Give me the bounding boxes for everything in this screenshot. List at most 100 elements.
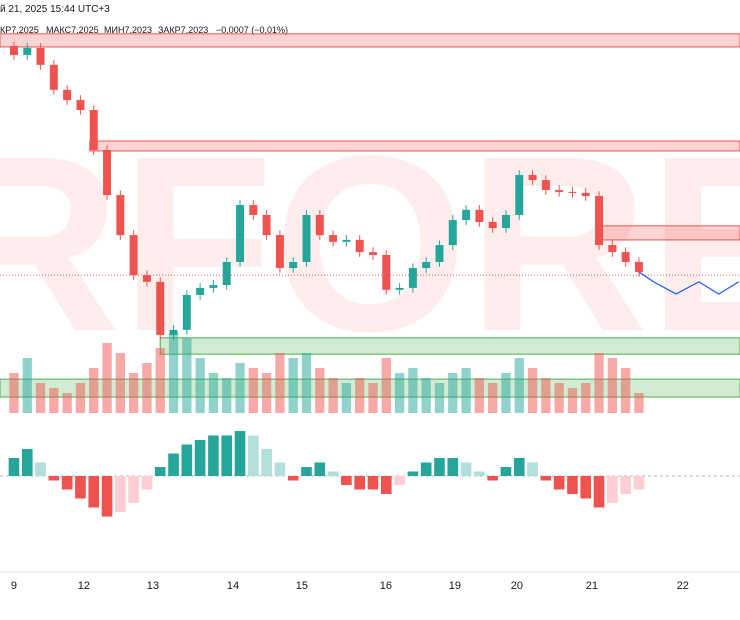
oscillator-bar <box>115 476 126 512</box>
volume-bar <box>315 368 325 413</box>
oscillator-bar <box>513 458 525 476</box>
volume-bar <box>408 368 418 413</box>
oscillator-bar <box>487 476 498 481</box>
volume-bar <box>275 353 285 413</box>
volume-bar <box>381 358 391 413</box>
volume-bar <box>355 378 365 413</box>
oscillator-bar <box>194 440 206 476</box>
candle-body <box>528 174 537 181</box>
candle-body <box>555 190 564 192</box>
oscillator-bar <box>620 476 631 494</box>
volume-bar <box>328 378 338 413</box>
zone <box>89 140 740 152</box>
oscillator-bar <box>420 462 432 476</box>
x-tick-label: 19 <box>449 580 461 592</box>
volume-bar <box>527 368 538 413</box>
x-tick-label: 22 <box>677 580 689 592</box>
oscillator-bar <box>354 476 366 490</box>
volume-bar <box>155 348 165 413</box>
candle-body <box>116 195 125 236</box>
volume-bar <box>182 338 192 413</box>
volume-bar <box>128 373 139 413</box>
oscillator-bar <box>407 471 419 476</box>
oscillator-bar <box>247 435 259 476</box>
ohlc-value: −0,0007 (−0,01%) <box>216 25 288 35</box>
zone <box>159 337 740 355</box>
candle-body <box>568 191 577 193</box>
candle-body <box>129 235 138 276</box>
oscillator-bar <box>101 476 113 517</box>
volume-bar <box>620 368 631 413</box>
candle-body <box>608 245 617 253</box>
candle-body <box>9 46 18 55</box>
oscillator-bar <box>607 476 618 503</box>
oscillator-bar <box>221 435 233 476</box>
oscillator-bar <box>434 458 445 476</box>
volume-bar <box>49 388 59 413</box>
volume-bar <box>208 373 219 413</box>
candle-body <box>169 329 178 335</box>
ohlc-value: МАКС7,2025 <box>46 25 99 35</box>
oscillator-bar <box>460 462 472 476</box>
x-tick-label: 12 <box>78 580 90 592</box>
oscillator-bar <box>154 467 166 476</box>
candle-body <box>369 252 377 255</box>
volume-bar <box>102 343 112 413</box>
oscillator-bar <box>274 462 286 476</box>
volume-bar <box>541 378 551 413</box>
oscillator-bar <box>580 476 592 499</box>
volume-bar <box>22 358 32 413</box>
candle-body <box>103 150 112 196</box>
date-label: й 21, 2025 15:44 UTC+3 <box>0 4 110 15</box>
oscillator-bar <box>128 476 139 503</box>
candle-body <box>23 47 32 55</box>
candle-body <box>63 89 72 101</box>
volume-bar <box>248 368 258 413</box>
volume-bar <box>474 378 485 413</box>
oscillator-bar <box>301 467 312 476</box>
oscillator-bar <box>633 476 645 490</box>
volume-bar <box>288 358 298 413</box>
candle-body <box>196 287 205 295</box>
candle-body <box>289 262 298 269</box>
candle-body <box>209 285 218 288</box>
oscillator-bar <box>593 476 605 508</box>
ohlc-value: ЗАКР7,2023 <box>158 25 208 35</box>
oscillator-bar <box>141 476 153 490</box>
volume-bar <box>488 383 498 413</box>
candle-body <box>249 205 258 215</box>
candle-body <box>142 275 151 282</box>
candle-body <box>488 222 497 229</box>
volume-bar <box>89 368 99 413</box>
candle-body <box>422 262 431 269</box>
oscillator-bar <box>208 435 219 476</box>
volume-bar <box>501 373 511 413</box>
candle-body <box>49 64 58 90</box>
oscillator-bar <box>287 476 299 481</box>
x-tick-label: 14 <box>227 580 239 592</box>
oscillator-bar <box>380 476 392 494</box>
oscillator-bar <box>553 476 565 490</box>
volume-bar <box>9 373 19 413</box>
oscillator-bar <box>314 462 326 476</box>
volume-bar <box>235 363 245 413</box>
candle-body <box>448 220 457 246</box>
candle-body <box>315 214 324 236</box>
candle-body <box>36 47 45 65</box>
volume-bar <box>195 358 205 413</box>
candle-body <box>581 192 590 197</box>
oscillator-bar <box>234 431 246 476</box>
candle-body <box>515 174 524 215</box>
candle-body <box>156 281 165 335</box>
candle-body <box>302 214 311 262</box>
volume-bar <box>554 383 564 413</box>
zone <box>595 225 740 241</box>
volume-bar <box>168 333 179 413</box>
volume-bar <box>35 383 46 413</box>
oscillator-bar <box>327 471 339 476</box>
volume-bar <box>261 373 272 413</box>
candle-body <box>182 294 191 330</box>
candle-body <box>236 205 245 262</box>
oscillator-bar <box>21 449 33 476</box>
oscillator-bar <box>527 462 538 476</box>
